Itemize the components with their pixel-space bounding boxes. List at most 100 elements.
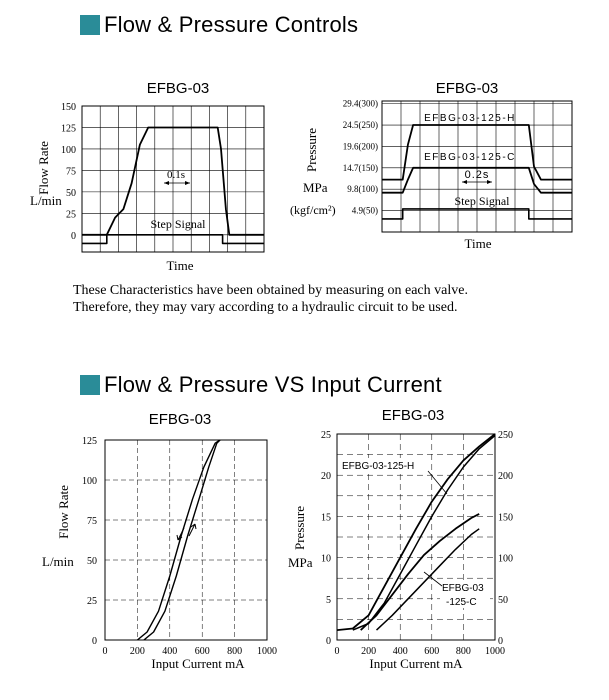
section-square-icon [80, 15, 100, 35]
series-line-0 [336, 433, 496, 631]
y-tick-label: 19.6(200) [343, 141, 378, 151]
chart-title: EFBG-03 [436, 80, 499, 97]
hysteresis-arrow-down [176, 527, 185, 541]
section-title-flow-pressure-controls: Flow & Pressure Controls [80, 10, 358, 40]
note-line-2: Therefore, they may vary according to a … [73, 300, 458, 315]
chart-flow-rate-vs-time: EFBG-03 0 25 50 75 100 125 150 Flow Rate L/min… [30, 80, 265, 273]
series-line-2 [360, 513, 480, 631]
y-axis-unit: L/min [42, 554, 74, 569]
x-tick-label: 600 [424, 646, 439, 657]
chart-title: EFBG-03 [149, 411, 212, 428]
y2-tick-labels: 0 50 100 150 200 250 [498, 430, 513, 647]
x-tick-label: 400 [393, 646, 408, 657]
y2-tick-label: 50 [498, 595, 508, 606]
y-tick-label: 9.8(100) [347, 184, 378, 194]
series-line-3 [375, 528, 480, 631]
x-tick-label: 600 [195, 646, 210, 657]
chart-pressure-vs-time: EFBG-03 4.9(50) 9.8(100) 14.7(150) 19.6(200… [290, 80, 573, 251]
label-leader-125-h [427, 470, 448, 495]
y-axis-unit: L/min [30, 193, 62, 208]
section-title-flow-pressure-vs-current: Flow & Pressure VS Input Current [80, 370, 442, 400]
series-line-1 [382, 166, 572, 194]
step-signal-label: Step Signal [454, 194, 510, 208]
plot-frame [81, 105, 265, 253]
y-tick-label: 10 [321, 554, 331, 565]
chart-title: EFBG-03 [147, 80, 210, 97]
y2-tick-label: 100 [498, 554, 513, 565]
y-tick-label: 29.4(300) [343, 99, 378, 109]
y-axis-unit: MPa [288, 555, 313, 570]
y-tick-label: 50 [87, 556, 97, 567]
series-line-1 [352, 435, 496, 631]
plot-frame [104, 439, 268, 641]
y-tick-label: 50 [66, 188, 76, 199]
y2-tick-label: 0 [498, 636, 503, 647]
y-tick-label: 125 [82, 436, 97, 447]
x-tick-label: 200 [130, 646, 145, 657]
step-signal-label: Step Signal [150, 217, 206, 231]
x-axis-label: Time [167, 258, 194, 273]
note-line-1: These Characteristics have been obtained… [73, 283, 468, 298]
y-tick-label: 100 [82, 476, 97, 487]
y-tick-label: 0 [326, 636, 331, 647]
y-axis-label: Flow Rate [56, 485, 71, 539]
y-tick-label: 150 [61, 102, 76, 113]
series-label-125-h: EFBG-03-125-H [424, 113, 516, 124]
chart-pressure-vs-current: EFBG-03 0 5 10 15 20 25 0 50 100 150 200 250 0 200 4… [288, 407, 513, 671]
y-tick-label: 25 [87, 596, 97, 607]
y2-tick-label: 150 [498, 512, 513, 523]
x-tick-label: 400 [162, 646, 177, 657]
x-axis-label: Input Current mA [151, 656, 245, 671]
y-tick-labels: 0 25 50 75 100 125 [82, 436, 97, 647]
time-mark: 0.2s [462, 169, 492, 184]
y-tick-label: 100 [61, 145, 76, 156]
label-box-125-c [440, 580, 490, 608]
y-axis-label: Flow Rate [36, 141, 51, 195]
y-tick-label: 25 [321, 430, 331, 441]
y-axis-unit-secondary: (kgf/cm²) [290, 203, 336, 217]
hysteresis-arrow-up [188, 523, 197, 537]
label-box-125-h [340, 458, 430, 472]
time-mark-label: 0.2s [465, 169, 490, 181]
series [382, 124, 572, 220]
series [336, 433, 496, 631]
y-tick-label: 15 [321, 512, 331, 523]
x-tick-label: 200 [361, 646, 376, 657]
measurement-note: These Characteristics have been obtained… [73, 282, 468, 316]
y-tick-labels: 0 5 10 15 20 25 [321, 430, 331, 647]
time-mark-label: 0.1s [167, 169, 185, 181]
y-tick-label: 20 [321, 471, 331, 482]
y-tick-label: 125 [61, 123, 76, 134]
x-tick-label: 1000 [485, 646, 505, 657]
section-title-text: Flow & Pressure VS Input Current [104, 372, 442, 397]
series [82, 126, 264, 245]
y-tick-label: 5 [326, 595, 331, 606]
x-axis-label: Input Current mA [369, 656, 463, 671]
y2-tick-label: 200 [498, 471, 513, 482]
series-line-0 [82, 126, 264, 236]
time-mark: 0.1s [164, 169, 190, 185]
y-tick-label: 0 [92, 636, 97, 647]
series-label-125-h: EFBG-03-125-H [342, 461, 414, 472]
y-axis-label: Pressure [292, 506, 307, 550]
section-title-text: Flow & Pressure Controls [104, 12, 359, 37]
x-tick-label: 0 [335, 646, 340, 657]
plot-frame [381, 100, 573, 233]
chart-title: EFBG-03 [382, 407, 445, 424]
series-line-1 [143, 439, 221, 641]
y-tick-label: 24.5(250) [343, 120, 378, 130]
series-line-1 [82, 234, 264, 245]
series-line-0 [382, 124, 572, 181]
series [136, 439, 221, 641]
x-tick-labels: 0 200 400 600 800 1000 [335, 646, 506, 657]
y2-tick-label: 250 [498, 430, 513, 441]
x-tick-labels: 0 200 400 600 800 1000 [103, 646, 278, 657]
grid [382, 101, 572, 232]
y-tick-labels: 4.9(50) 9.8(100) 14.7(150) 19.6(200) 24.5(25… [343, 99, 378, 216]
x-tick-label: 1000 [257, 646, 277, 657]
label-leader-125-c [423, 571, 443, 587]
y-tick-label: 75 [87, 516, 97, 527]
y-tick-label: 14.7(150) [343, 163, 378, 173]
y-axis-label: Pressure [304, 128, 319, 172]
